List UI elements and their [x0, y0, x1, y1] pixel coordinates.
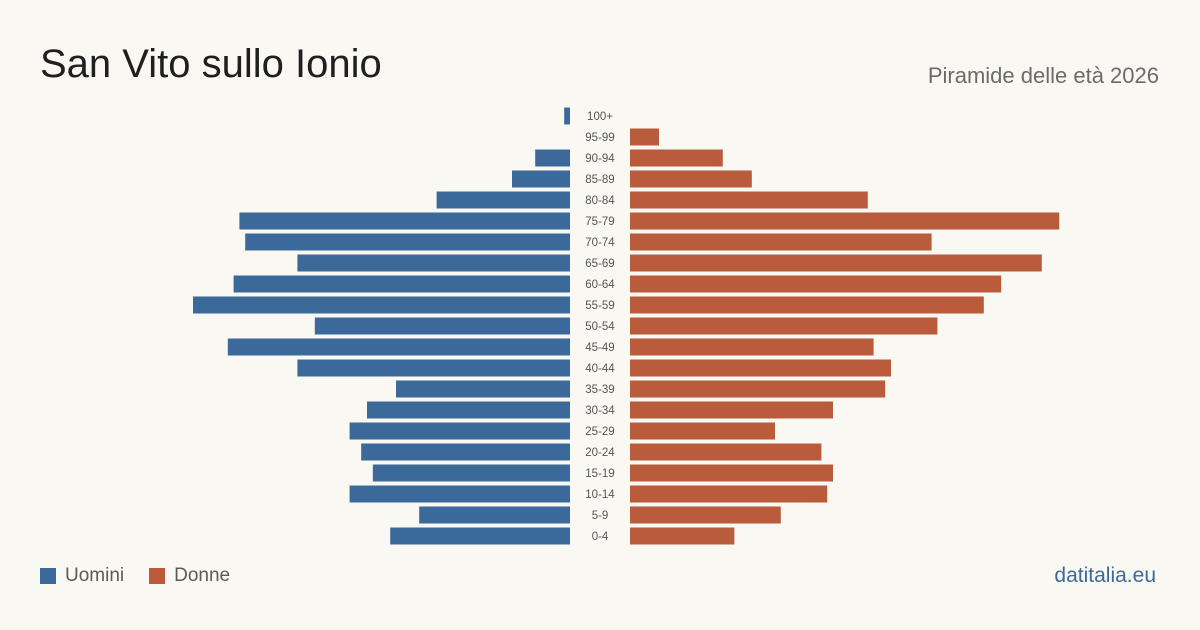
bar-men-5-9 — [419, 506, 570, 524]
age-label-90-94: 90-94 — [585, 153, 615, 165]
bar-men-90-94 — [535, 149, 570, 167]
bar-men-0-4 — [390, 527, 570, 545]
bar-women-45-49 — [630, 338, 874, 356]
bar-women-0-4 — [630, 527, 735, 545]
bar-men-30-34 — [367, 401, 570, 419]
age-label-65-69: 65-69 — [585, 258, 614, 270]
bar-men-50-54 — [314, 317, 570, 335]
bar-women-95-99 — [630, 128, 659, 146]
bar-women-90-94 — [630, 149, 723, 167]
age-label-70-74: 70-74 — [585, 237, 615, 249]
legend-swatch-women — [149, 568, 166, 584]
bar-women-20-24 — [630, 443, 822, 461]
legend: Uomini Donne — [40, 565, 255, 587]
bar-women-55-59 — [630, 296, 984, 314]
bar-men-25-29 — [349, 422, 570, 440]
age-label-85-89: 85-89 — [585, 174, 614, 186]
age-label-55-59: 55-59 — [585, 300, 614, 312]
legend-item-women: Donne — [149, 565, 230, 587]
chart-subtitle: Piramide delle età 2026 — [927, 63, 1159, 88]
bar-women-75-79 — [630, 212, 1060, 230]
age-label-25-29: 25-29 — [585, 426, 614, 438]
age-label-100+: 100+ — [587, 111, 613, 123]
age-label-40-44: 40-44 — [585, 363, 615, 375]
bar-men-35-39 — [396, 380, 570, 398]
bar-men-15-19 — [372, 464, 570, 482]
age-label-80-84: 80-84 — [585, 195, 615, 207]
legend-item-men: Uomini — [40, 565, 124, 587]
bar-women-40-44 — [630, 359, 891, 377]
age-label-60-64: 60-64 — [585, 279, 615, 291]
bar-men-65-69 — [297, 254, 570, 272]
legend-label-men: Uomini — [65, 565, 125, 586]
age-label-5-9: 5-9 — [592, 510, 609, 522]
bar-men-60-64 — [233, 275, 570, 293]
bar-women-30-34 — [630, 401, 833, 419]
bar-men-80-84 — [436, 191, 570, 209]
bar-men-55-59 — [193, 296, 570, 314]
age-label-45-49: 45-49 — [585, 342, 614, 354]
bar-men-45-49 — [227, 338, 571, 356]
age-label-20-24: 20-24 — [585, 447, 615, 459]
brand-link[interactable]: datitalia.eu — [1054, 564, 1156, 587]
age-label-10-14: 10-14 — [585, 489, 615, 501]
bar-women-60-64 — [630, 275, 1002, 293]
bar-men-70-74 — [245, 233, 570, 251]
bar-women-80-84 — [630, 191, 868, 209]
bar-women-35-39 — [630, 380, 886, 398]
bar-men-10-14 — [349, 485, 570, 503]
bar-men-100+ — [564, 107, 570, 125]
age-label-75-79: 75-79 — [585, 216, 614, 228]
age-label-0-4: 0-4 — [592, 531, 609, 543]
bar-women-10-14 — [630, 485, 828, 503]
bar-men-75-79 — [239, 212, 570, 230]
bar-women-15-19 — [630, 464, 833, 482]
legend-label-women: Donne — [174, 565, 231, 586]
age-label-50-54: 50-54 — [585, 321, 615, 333]
chart-title: San Vito sullo Ionio — [40, 42, 382, 86]
bar-men-20-24 — [361, 443, 570, 461]
bar-women-25-29 — [630, 422, 775, 440]
bar-women-5-9 — [630, 506, 781, 524]
bar-women-70-74 — [630, 233, 932, 251]
bar-men-40-44 — [297, 359, 570, 377]
age-label-30-34: 30-34 — [585, 405, 615, 417]
bar-women-65-69 — [630, 254, 1042, 272]
age-label-95-99: 95-99 — [585, 132, 614, 144]
bar-men-85-89 — [512, 170, 570, 188]
age-label-35-39: 35-39 — [585, 384, 614, 396]
bar-women-50-54 — [630, 317, 938, 335]
legend-swatch-men — [40, 568, 56, 584]
bar-women-85-89 — [630, 170, 752, 188]
age-label-15-19: 15-19 — [585, 468, 614, 480]
